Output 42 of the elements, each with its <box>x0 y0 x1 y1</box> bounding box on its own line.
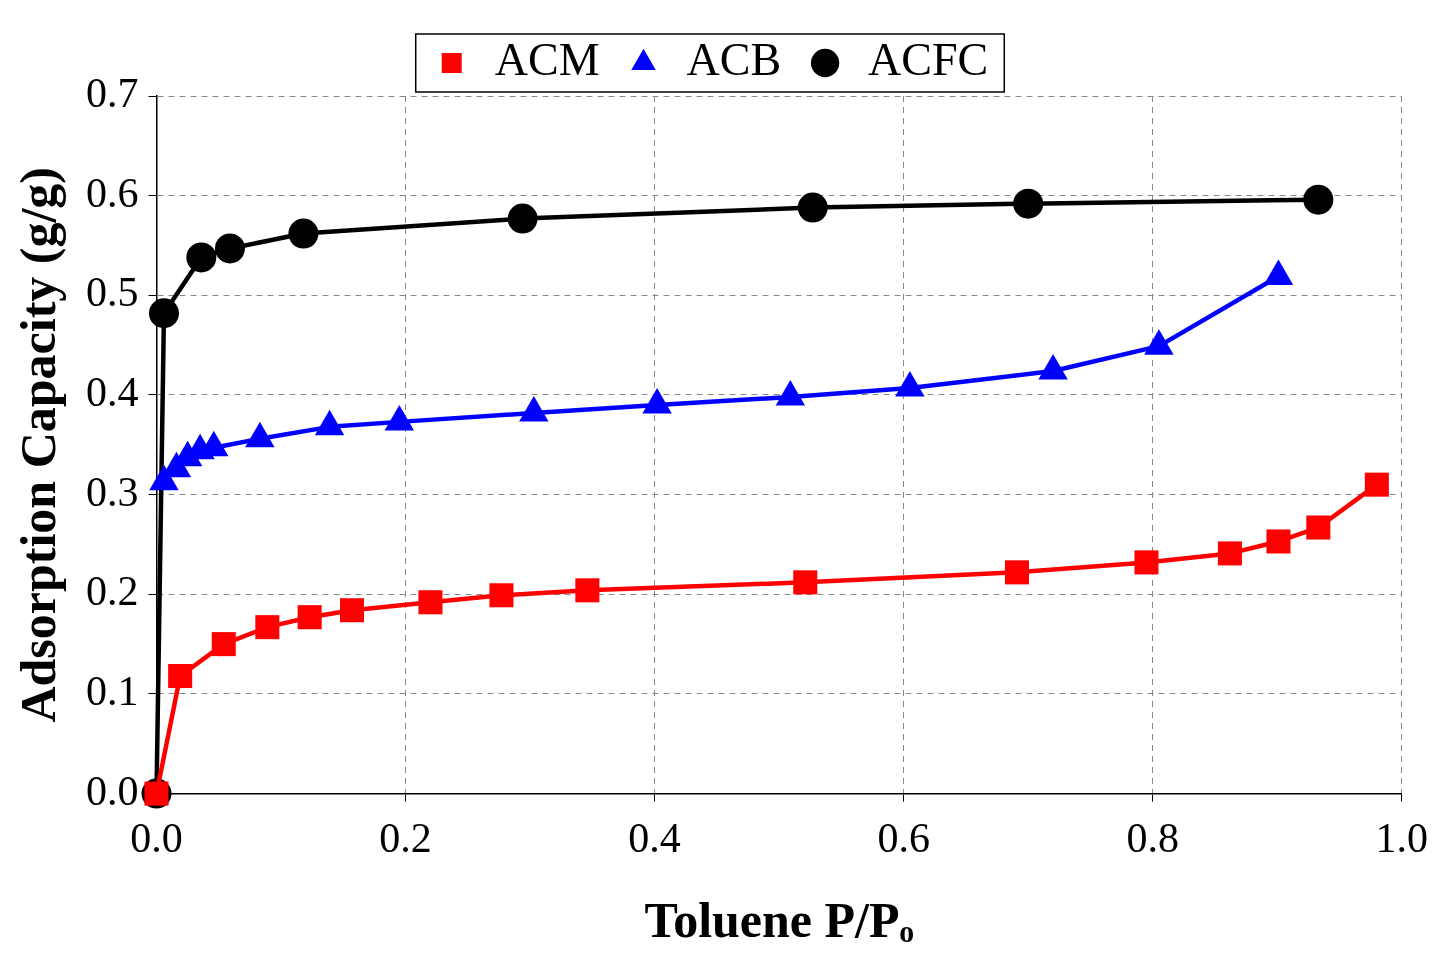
legend-label: ACFC <box>868 34 989 86</box>
point <box>297 605 322 630</box>
point <box>1364 472 1389 497</box>
y-tick-label: 0.2 <box>86 568 139 615</box>
point <box>255 615 280 640</box>
x-tick-label: 0.2 <box>379 814 432 861</box>
point <box>418 590 443 615</box>
point <box>1217 541 1242 566</box>
point <box>1004 560 1029 585</box>
point <box>1306 515 1331 540</box>
point <box>489 583 514 608</box>
x-tick-label: 1.0 <box>1375 814 1428 861</box>
y-tick-label: 0.0 <box>86 767 139 814</box>
point <box>214 233 245 264</box>
point <box>168 663 193 689</box>
point <box>288 218 319 249</box>
point <box>339 598 365 623</box>
y-axis-title: Adsorption Capacity (g/g) <box>9 167 66 723</box>
point <box>1266 529 1291 554</box>
x-tick-label: 0.0 <box>130 814 183 861</box>
x-axis-title: Toluene P/Pₒ <box>644 891 914 948</box>
legend-label: ACM <box>494 34 600 86</box>
point <box>793 570 818 595</box>
y-tick-label: 0.7 <box>86 70 139 117</box>
x-tick-label: 0.8 <box>1126 814 1179 861</box>
y-tick-label: 0.6 <box>86 169 139 216</box>
point <box>507 203 538 234</box>
point <box>211 632 236 657</box>
point <box>186 242 217 273</box>
point <box>797 192 828 223</box>
y-tick-label: 0.4 <box>86 369 139 415</box>
x-tick-label: 0.4 <box>628 814 681 861</box>
x-tick-label: 0.6 <box>877 814 930 861</box>
y-tick-label: 0.3 <box>86 468 139 515</box>
y-tick-label: 0.5 <box>86 269 139 316</box>
point <box>1303 184 1334 215</box>
point <box>148 298 179 329</box>
point <box>1013 188 1044 219</box>
point <box>575 578 600 603</box>
legend-label: ACB <box>686 34 782 86</box>
y-tick-label: 0.1 <box>86 667 139 714</box>
point <box>1134 550 1159 575</box>
